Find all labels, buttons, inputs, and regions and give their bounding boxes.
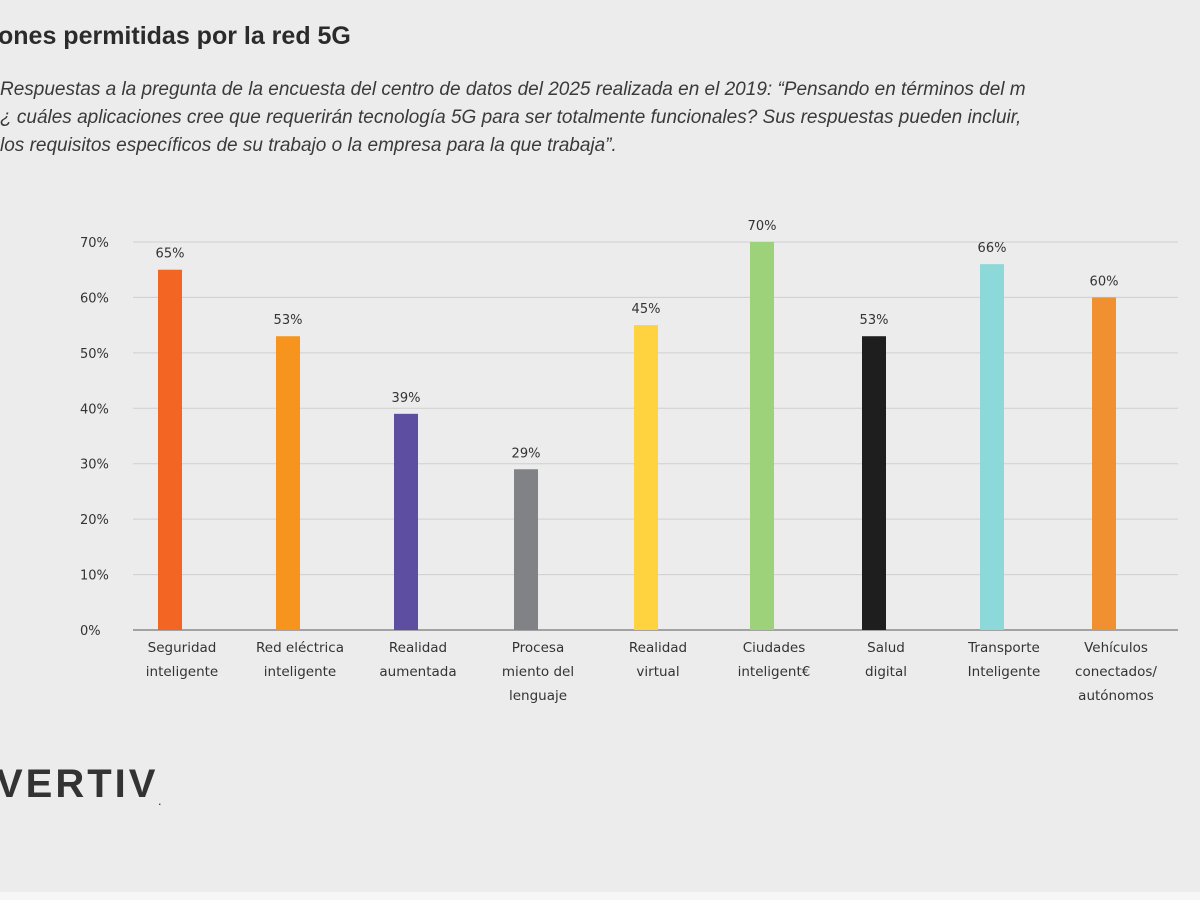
y-tick-label-40: 40%: [80, 402, 109, 417]
x-tick-label-3-line-2: aumentada: [379, 664, 456, 680]
bar-4: [514, 469, 538, 630]
chart-subtitle: Respuestas a la pregunta de la encuesta …: [0, 76, 1200, 160]
x-tick-label-2-line-2: inteligente: [264, 664, 336, 680]
x-tick-label-7-line-1: Salud: [867, 640, 905, 656]
x-tick-label-7-line-2: digital: [865, 664, 907, 680]
data-label-7: 53%: [860, 313, 889, 328]
data-label-9: 60%: [1090, 274, 1119, 289]
x-tick-label-8-line-2: Inteligente: [968, 664, 1041, 680]
subtitle-line-1: Respuestas a la pregunta de la encuesta …: [0, 79, 1026, 100]
x-tick-label-5-line-2: virtual: [636, 664, 679, 680]
chart-title: ones permitidas por la red 5G: [0, 22, 351, 50]
bar-1: [158, 269, 182, 630]
x-tick-label-5-line-1: Realidad: [629, 640, 687, 656]
y-tick-label-20: 20%: [80, 513, 109, 528]
bottom-strip: [0, 892, 1200, 900]
subtitle-line-2: ¿ cuáles aplicaciones cree que requerirá…: [0, 107, 1022, 128]
bar-5: [634, 325, 658, 630]
bars: [158, 242, 1116, 630]
x-tick-label-4-line-2: miento del: [502, 664, 574, 680]
y-tick-label-30: 30%: [80, 458, 109, 473]
x-tick-label-6-line-1: Ciudades: [743, 640, 805, 656]
vertiv-logo: VERTIV.: [0, 762, 161, 807]
data-label-5: 45%: [632, 302, 661, 317]
y-tick-label-70: 70%: [80, 236, 109, 251]
x-tick-label-9-line-3: autónomos: [1078, 688, 1154, 704]
data-label-4: 29%: [512, 446, 541, 461]
bar-6: [750, 242, 774, 630]
data-label-6: 70%: [748, 219, 777, 234]
y-tick-label-50: 50%: [80, 347, 109, 362]
y-tick-label-10: 10%: [80, 569, 109, 584]
x-tick-label-1-line-2: inteligente: [146, 664, 218, 680]
x-tick-label-4-line-3: lenguaje: [509, 688, 567, 704]
x-tick-label-8-line-1: Transporte: [967, 640, 1040, 656]
x-tick-label-9-line-1: Vehículos: [1084, 640, 1148, 656]
data-label-2: 53%: [274, 313, 303, 328]
x-tick-label-2-line-1: Red eléctrica: [256, 640, 344, 656]
bar-8: [980, 264, 1004, 630]
data-label-1: 65%: [156, 247, 185, 262]
bar-9: [1092, 297, 1116, 630]
logo-text: VERTIV: [0, 762, 159, 806]
y-axis: 0% 10% 20% 30% 40% 50% 60% 70%: [80, 236, 109, 639]
data-label-3: 39%: [392, 391, 421, 406]
y-tick-label-60: 60%: [80, 291, 109, 306]
data-label-8: 66%: [978, 241, 1007, 256]
x-tick-label-6-line-2: inteligent€: [738, 664, 811, 680]
bar-3: [394, 413, 418, 630]
subtitle-line-3: los requisitos específicos de su trabajo…: [0, 135, 617, 156]
x-tick-label-4-line-1: Procesa: [512, 640, 564, 656]
data-labels: 65% 53% 39% 29% 45% 70% 53% 66% 60%: [156, 219, 1119, 461]
x-tick-label-1-line-1: Seguridad: [148, 640, 217, 656]
bar-2: [276, 336, 300, 630]
x-tick-label-3-line-1: Realidad: [389, 640, 447, 656]
y-tick-label-0: 0%: [80, 624, 101, 639]
bar-7: [862, 336, 886, 630]
bar-chart: 0% 10% 20% 30% 40% 50% 60% 70% 65% 53% 39% 29% 45% 7…: [80, 219, 1178, 704]
x-tick-label-9-line-2: conectados/: [1075, 664, 1157, 680]
x-axis: Seguridad inteligente Red eléctrica intelig…: [146, 640, 1158, 704]
logo-mark: .: [158, 797, 161, 807]
